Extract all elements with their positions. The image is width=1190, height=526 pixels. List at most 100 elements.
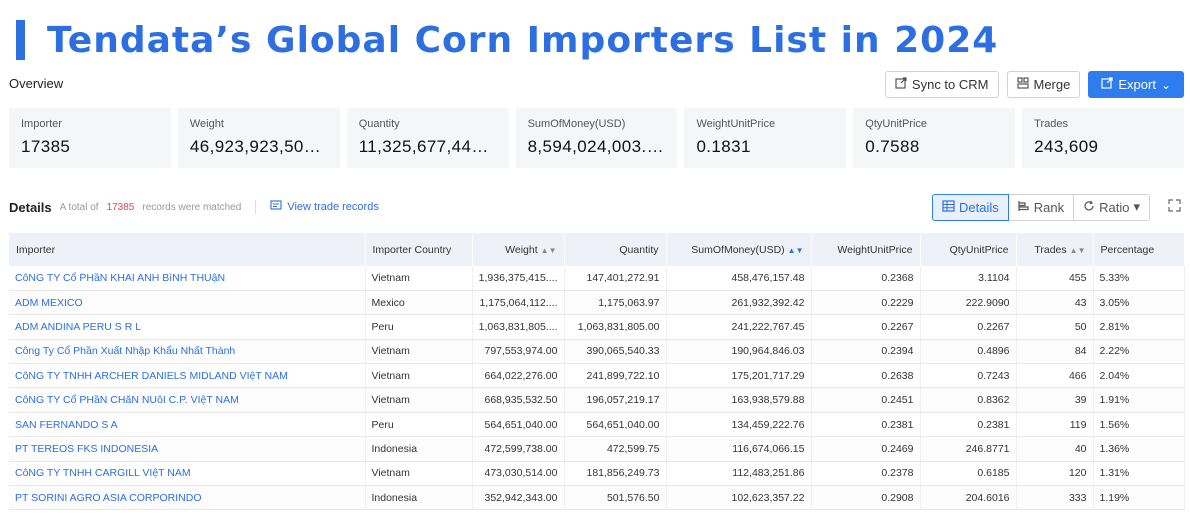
col-weight-label: Weight [505,243,538,256]
cell-sum-of-money: 134,459,222.76 [666,412,812,438]
export-label: Export [1118,77,1156,92]
cell-quantity: 1,063,831,805.00 [564,314,667,340]
cell-sum-of-money: 175,201,717.29 [666,363,812,389]
tab-rank[interactable]: Rank [1009,194,1075,220]
cell-sum-of-money: 102,623,357.22 [666,485,812,511]
cell-trades: 43 [1016,290,1094,316]
cell-importer[interactable]: CôNG TY Cổ PHầN KHAI ANH BìNH THUậN [9,266,366,291]
cell-trades: 39 [1016,387,1094,413]
col-trades[interactable]: Trades ▲▼ [1016,233,1094,266]
cell-country: Vietnam [365,461,473,487]
stat-weight: Weight 46,923,923,504.... [177,108,340,168]
cell-percentage: 1.91% [1093,387,1185,413]
cell-qty-unit-price: 3.1104 [920,266,1017,291]
cell-importer[interactable]: PT SORINI AGRO ASIA CORPORINDO [9,485,366,511]
cell-weight: 472,599,738.00 [472,436,565,462]
cell-importer[interactable]: Công Ty Cổ Phần Xuất Nhập Khẩu Nhất Thàn… [9,339,366,365]
tab-ratio[interactable]: Ratio ▾ [1074,195,1149,220]
stat-sum-of-money: SumOfMoney(USD) 8,594,024,003.81 [515,108,678,168]
cell-qty-unit-price: 0.6185 [920,461,1017,487]
sync-to-crm-button[interactable]: Sync to CRM [884,71,999,98]
cell-weight: 1,936,375,415.... [472,266,565,291]
export-button[interactable]: Export ⌄ [1088,71,1184,98]
cell-trades: 466 [1016,363,1094,389]
stat-label: WeightUnitPrice [696,118,776,130]
total-suffix: records were matched [142,201,242,213]
cell-percentage: 2.22% [1093,339,1185,365]
cell-weight-unit-price: 0.2267 [811,314,921,340]
col-qty-unit-price: QtyUnitPrice [920,233,1017,266]
chevron-down-icon: ⌄ [1160,77,1171,92]
table-row: ADM MEXICO Mexico 1,175,064,112.... 1,175,0… [9,290,1185,316]
cell-importer[interactable]: ADM ANDINA PERU S R L [9,314,366,340]
tab-details[interactable]: Details [932,193,1009,221]
cell-weight-unit-price: 0.2394 [811,339,921,365]
cell-sum-of-money: 112,483,251.86 [666,461,812,487]
view-trade-records-link[interactable]: View trade records [270,200,379,214]
stat-label: Weight [189,118,224,130]
cell-importer[interactable]: CôNG TY TNHH CARGILL VIệT NAM [9,461,366,487]
stat-value: 11,325,677,444.... [358,137,497,156]
cell-country: Vietnam [365,339,473,365]
cell-qty-unit-price: 0.4896 [920,339,1017,365]
cell-country: Vietnam [365,363,473,389]
table-row: CôNG TY Cổ PHầN KHAI ANH BìNH THUậN Vietn… [9,266,1185,291]
cell-weight-unit-price: 0.2451 [811,387,921,413]
cell-sum-of-money: 458,476,157.48 [666,266,812,291]
total-prefix: A total of [59,201,99,213]
cell-trades: 333 [1016,485,1094,511]
cell-importer[interactable]: CôNG TY TNHH ARCHER DANIELS MIDLAND VIệT… [9,363,366,389]
cell-country: Mexico [365,290,473,316]
sort-icon: ▲▼ [540,245,557,255]
details-toolbar: Details A total of 17385 records were ma… [9,193,1184,221]
stat-value: 17385 [21,137,71,156]
col-sum-of-money[interactable]: SumOfMoney(USD) ▲▼ [666,233,812,266]
rank-icon [1018,200,1030,215]
cell-sum-of-money: 261,932,392.42 [666,290,812,316]
cell-quantity: 390,065,540.33 [564,339,667,365]
overview-label: Overview [9,76,64,91]
fullscreen-icon[interactable] [1164,199,1184,215]
cell-weight: 664,022,276.00 [472,363,565,389]
table-row: PT TEREOS FKS INDONESIA Indonesia 472,599,… [9,436,1185,462]
cell-weight-unit-price: 0.2469 [811,436,921,462]
stat-label: QtyUnitPrice [865,118,928,130]
cell-qty-unit-price: 204.6016 [920,485,1017,511]
cell-importer[interactable]: ADM MEXICO [9,290,366,316]
cell-percentage: 2.81% [1093,314,1185,340]
cell-sum-of-money: 116,674,066.15 [666,436,812,462]
cell-importer[interactable]: SAN FERNANDO S A [9,412,366,438]
stat-qty-unit-price: QtyUnitPrice 0.7588 [853,108,1016,168]
merge-button[interactable]: Merge [1006,71,1081,98]
col-quantity: Quantity [564,233,667,266]
col-importer-country: Importer Country [365,233,473,266]
export-icon [1101,77,1113,92]
stat-label: Importer [21,118,62,130]
col-weight[interactable]: Weight ▲▼ [472,233,565,266]
cell-weight: 797,553,974.00 [472,339,565,365]
cell-country: Peru [365,314,473,340]
col-importer: Importer [9,233,366,266]
cell-country: Vietnam [365,387,473,413]
cell-weight: 1,175,064,112.... [472,290,565,316]
cell-weight: 668,935,532.50 [472,387,565,413]
cell-importer[interactable]: PT TEREOS FKS INDONESIA [9,436,366,462]
cell-percentage: 5.33% [1093,266,1185,291]
table-row: CôNG TY TNHH ARCHER DANIELS MIDLAND VIệT… [9,363,1185,389]
table-header-row: Importer Importer Country Weight ▲▼ Quant… [9,233,1185,266]
cell-importer[interactable]: CôNG TY Cổ PHầN CHăN NUôI C.P. VIệT NAM [9,387,366,413]
cell-qty-unit-price: 222.9090 [920,290,1017,316]
cell-weight: 564,651,040.00 [472,412,565,438]
cell-trades: 40 [1016,436,1094,462]
table-row: Công Ty Cổ Phần Xuất Nhập Khẩu Nhất Thàn… [9,339,1185,365]
cell-weight-unit-price: 0.2378 [811,461,921,487]
tab-details-label: Details [959,199,999,215]
cell-country: Peru [365,412,473,438]
cell-quantity: 196,057,219.17 [564,387,667,413]
cell-quantity: 147,401,272.91 [564,266,667,291]
merge-icon [1016,77,1029,92]
stat-trades: Trades 243,609 [1022,108,1185,168]
table-row: CôNG TY TNHH CARGILL VIệT NAM Vietnam 473,… [9,461,1185,487]
cell-qty-unit-price: 246.8771 [920,436,1017,462]
merge-label: Merge [1033,77,1071,92]
